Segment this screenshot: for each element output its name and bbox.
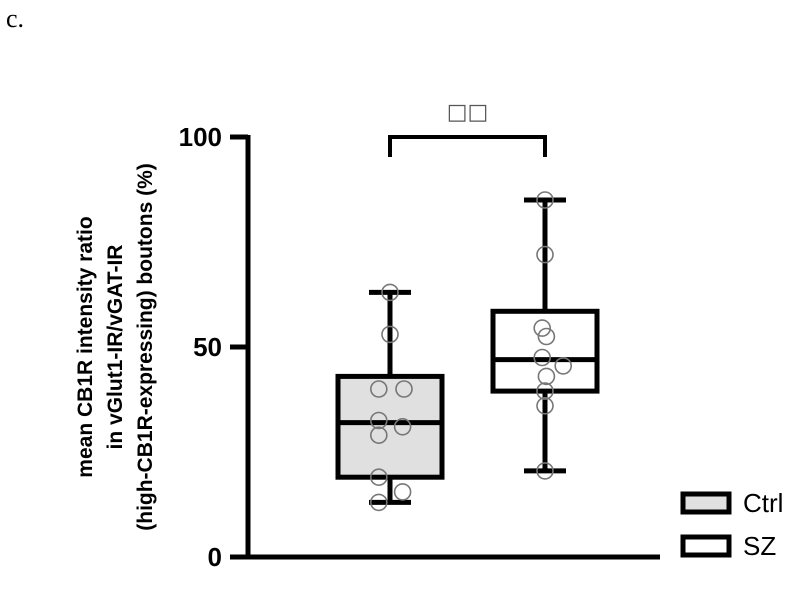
panel-label: c. bbox=[6, 4, 25, 33]
ctrl-point-9 bbox=[393, 483, 412, 501]
ctrl-point-1 bbox=[381, 283, 399, 302]
sz-point-5 bbox=[533, 348, 552, 367]
y-axis-label-line-2: in vGlut1-IR/vGAT-IR bbox=[104, 245, 127, 450]
sz-point-10 bbox=[536, 462, 554, 480]
sz-point-8 bbox=[536, 382, 554, 400]
sz-point-1 bbox=[536, 191, 554, 209]
sz-point-6 bbox=[554, 357, 573, 375]
y-axis-label-line-3: (high-CB1R-expressing) boutons (%) bbox=[134, 163, 157, 531]
legend-swatch-ctrl bbox=[680, 491, 732, 515]
sz-point-3 bbox=[533, 319, 552, 337]
sz-point-4 bbox=[537, 327, 556, 346]
ctrl-point-2 bbox=[381, 325, 399, 344]
ctrl-box bbox=[335, 373, 445, 480]
significance-bracket bbox=[388, 135, 547, 157]
sz-box bbox=[490, 308, 600, 394]
y-tick-label-100: 100 bbox=[179, 122, 222, 152]
legend-label-sz: SZ bbox=[743, 531, 776, 561]
significance-label: □□ bbox=[447, 100, 489, 125]
ctrl-point-4 bbox=[395, 380, 413, 398]
legend-label-ctrl: Ctrl bbox=[743, 488, 783, 518]
ctrl-point-10 bbox=[369, 493, 388, 512]
legend-swatch-sz bbox=[680, 534, 732, 558]
ctrl-point-6 bbox=[393, 417, 412, 436]
y-tick-label-0: 0 bbox=[208, 542, 222, 572]
sz-point-2 bbox=[536, 245, 554, 264]
sz-point-9 bbox=[536, 396, 554, 415]
sz-point-7 bbox=[537, 367, 556, 386]
y-tick-label-50: 50 bbox=[193, 332, 222, 362]
ctrl-point-7 bbox=[369, 426, 388, 445]
ctrl-point-8 bbox=[369, 468, 388, 487]
y-axis-label-line-1: mean CB1R intensity ratio bbox=[74, 216, 97, 477]
ctrl-point-5 bbox=[369, 411, 388, 430]
ctrl-point-3 bbox=[369, 380, 388, 398]
